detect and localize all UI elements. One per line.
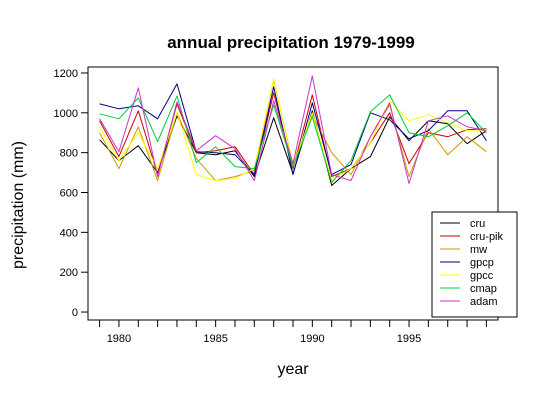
legend-label-cru: cru xyxy=(470,218,485,230)
x-tick-label: 1990 xyxy=(300,333,324,345)
x-axis: 1980 1985 1990 1995 xyxy=(99,320,487,345)
x-tick-label: 1980 xyxy=(107,333,131,345)
legend-label-gpcc: gpcc xyxy=(470,270,494,282)
x-tick-label: 1995 xyxy=(397,333,421,345)
legend-box xyxy=(431,211,518,318)
y-tick-label: 200 xyxy=(60,267,78,279)
y-axis: 0 200 400 600 800 1000 1200 xyxy=(54,68,88,319)
series-line-cmap xyxy=(99,94,487,183)
y-axis-label: precipitation (mm) xyxy=(10,141,27,269)
legend-label-cmap: cmap xyxy=(470,283,497,295)
y-tick-label: 1000 xyxy=(54,108,78,120)
chart-title: annual precipitation 1979-1999 xyxy=(167,33,415,52)
x-tick-label: 1985 xyxy=(203,333,227,345)
legend-label-cru-pik: cru-pik xyxy=(470,231,504,243)
series-lines xyxy=(99,75,487,186)
legend-label-mw: mw xyxy=(470,244,487,256)
series-line-gpcp xyxy=(99,83,487,176)
series-line-adam xyxy=(99,75,487,184)
y-tick-label: 400 xyxy=(60,227,78,239)
y-tick-label: 0 xyxy=(72,307,78,319)
legend-label-gpcp: gpcp xyxy=(470,257,494,269)
legend-label-adam: adam xyxy=(470,296,498,308)
y-tick-label: 800 xyxy=(60,148,78,160)
y-tick-label: 600 xyxy=(60,188,78,200)
y-tick-label: 1200 xyxy=(54,68,78,80)
x-axis-label: year xyxy=(277,361,309,378)
